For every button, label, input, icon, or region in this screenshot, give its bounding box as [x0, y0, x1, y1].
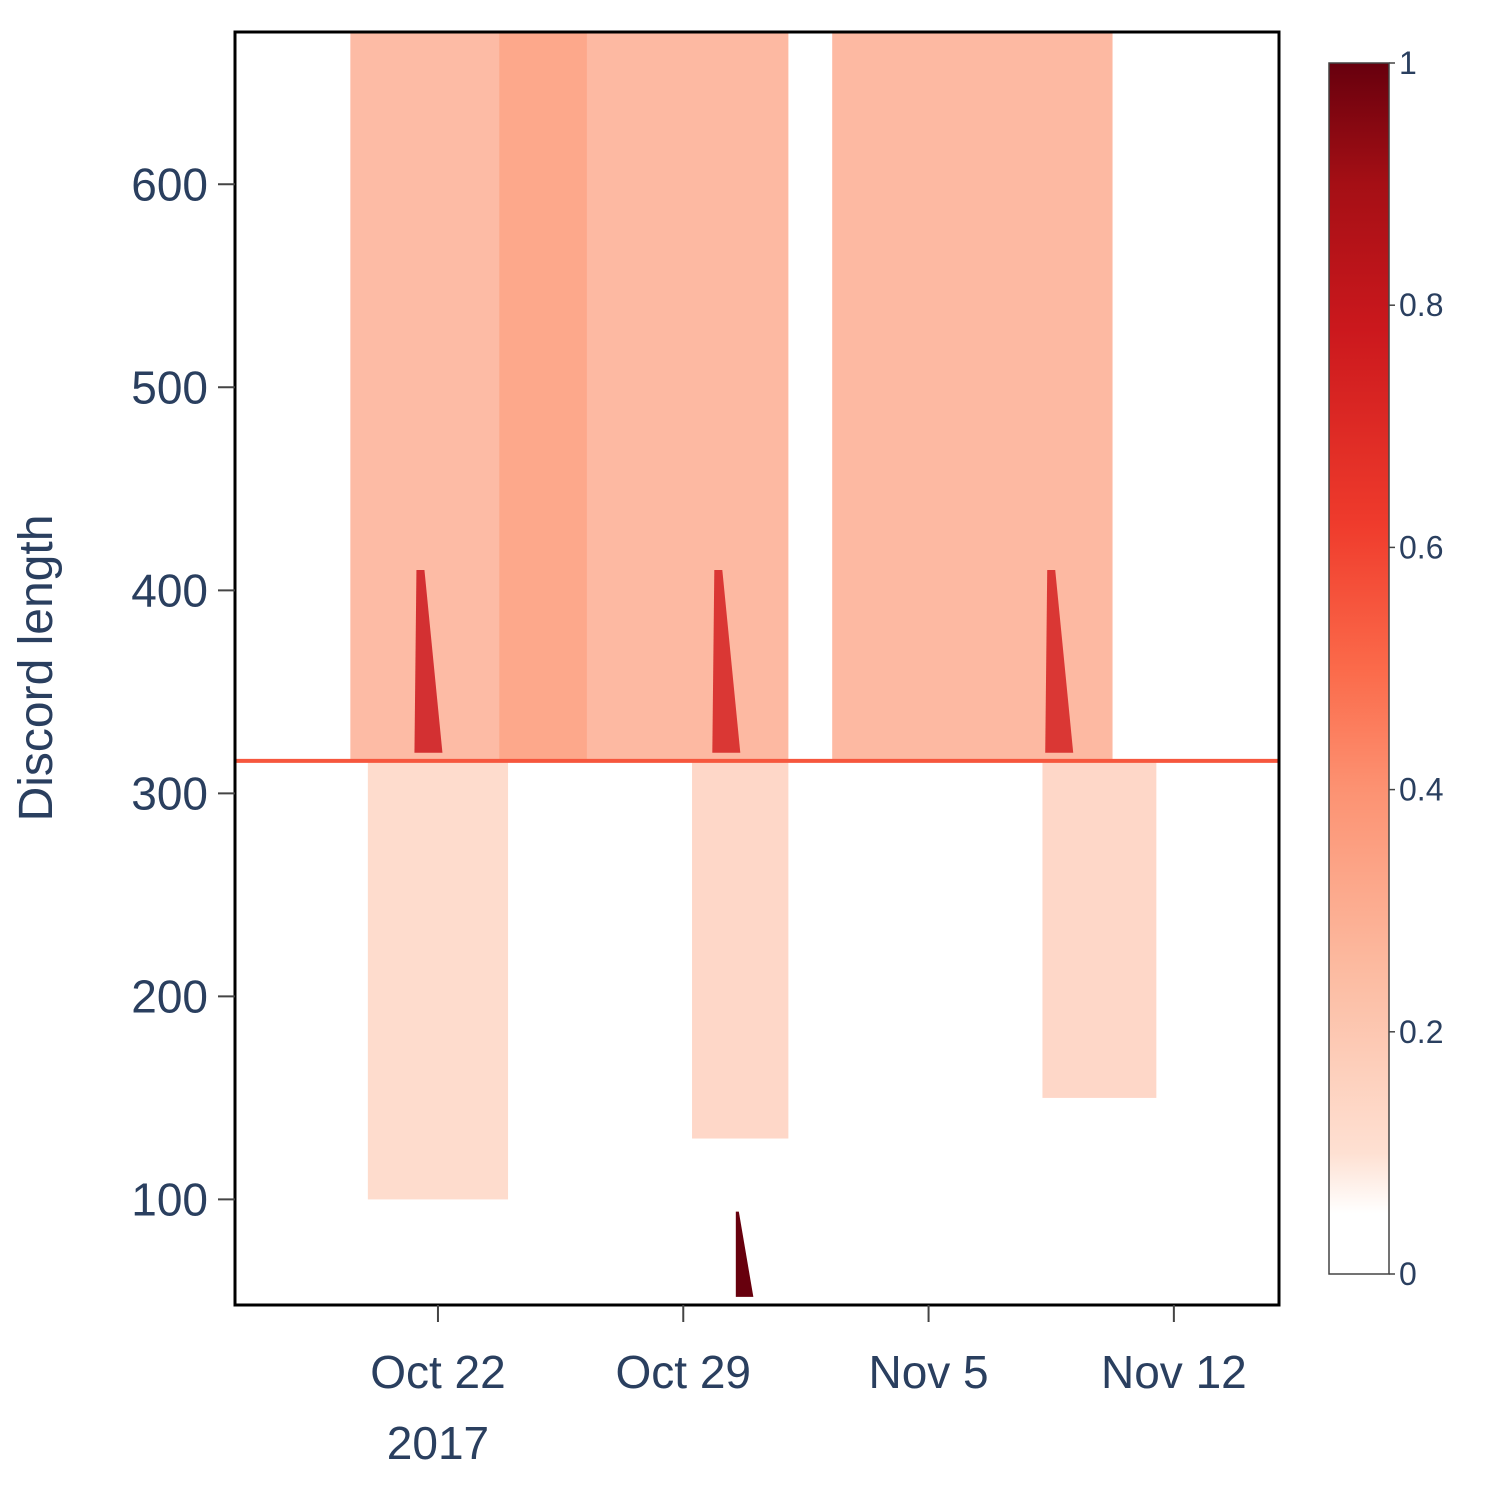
- heatmap-peak: [1045, 570, 1074, 753]
- x-tick-label: Oct 22: [370, 1346, 506, 1398]
- heatmap-region: [1042, 760, 1157, 1098]
- plot-frame: [233, 30, 1281, 1307]
- y-tick-label: 600: [131, 158, 208, 210]
- x-tick-label: Nov 12: [1101, 1346, 1247, 1398]
- heatmap-region: [367, 760, 509, 1200]
- y-axis-title: Discord length: [10, 515, 63, 822]
- y-tick-label: 200: [131, 970, 208, 1022]
- heatmap-region: [692, 760, 789, 1139]
- colorbar-tick-label: 0.8: [1399, 287, 1443, 323]
- colorbar-gradient: [1328, 62, 1390, 1275]
- heatmap-region: [499, 32, 789, 761]
- heatmap-cells: [235, 32, 1279, 1297]
- x-tick-label: Nov 5: [868, 1346, 988, 1398]
- colorbar-tick-label: 0.6: [1399, 529, 1443, 565]
- colorbar-tick-label: 0.4: [1399, 772, 1443, 808]
- colorbar: 0 0.2 0.4 0.6 0.8 1: [1328, 45, 1443, 1292]
- heatmap-peak: [414, 570, 443, 753]
- colorbar-tick-label: 0: [1399, 1256, 1417, 1292]
- heatmap-region: [832, 32, 1113, 761]
- heatmap-max-region: [735, 1211, 754, 1297]
- colorbar-tick-label: 0.2: [1399, 1014, 1443, 1050]
- y-tick-label: 400: [131, 564, 208, 616]
- y-tick-label: 300: [131, 767, 208, 819]
- heatmap-peak: [712, 570, 741, 753]
- x-axis: Oct 22 2017 Oct 29 Nov 5 Nov 12: [370, 1305, 1247, 1469]
- x-tick-sublabel: 2017: [387, 1417, 489, 1469]
- x-tick-label: Oct 29: [616, 1346, 752, 1398]
- y-axis: 100 200 300 400 500 600: [131, 158, 235, 1225]
- y-tick-label: 100: [131, 1173, 208, 1225]
- colorbar-tick-label: 1: [1399, 45, 1417, 81]
- y-tick-label: 500: [131, 361, 208, 413]
